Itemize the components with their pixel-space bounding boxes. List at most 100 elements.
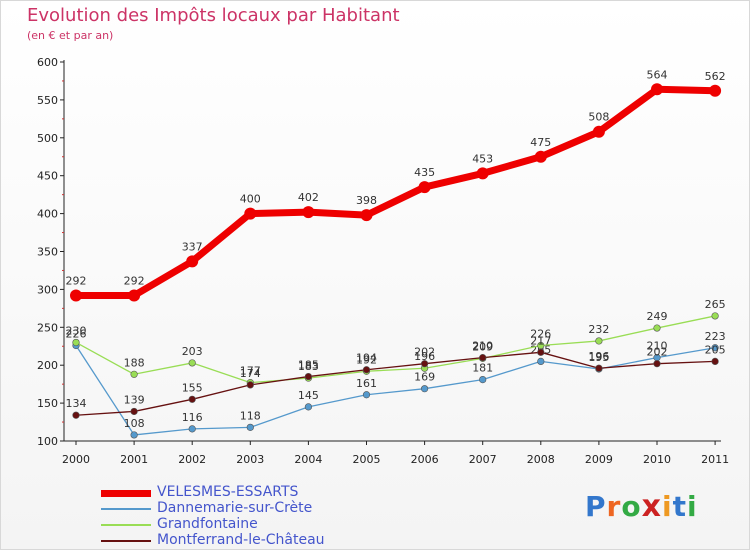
data-label-3: 196 bbox=[588, 350, 609, 363]
data-label-3: 134 bbox=[66, 397, 87, 410]
series-line-0 bbox=[76, 85, 716, 299]
y-tick-label: 300 bbox=[37, 283, 58, 296]
data-label-1: 118 bbox=[240, 409, 261, 422]
data-label-0: 337 bbox=[182, 240, 203, 253]
data-point-3 bbox=[711, 357, 719, 366]
x-tick-label: 2007 bbox=[469, 453, 497, 466]
data-label-2: 265 bbox=[705, 298, 726, 311]
logo-letter: i bbox=[686, 490, 698, 523]
data-label-0: 508 bbox=[588, 111, 609, 124]
data-label-1: 145 bbox=[298, 389, 319, 402]
data-label-1: 169 bbox=[414, 371, 435, 384]
data-label-2: 183 bbox=[298, 360, 319, 373]
data-label-2: 188 bbox=[124, 356, 145, 369]
legend-swatch bbox=[101, 524, 151, 526]
data-point-2 bbox=[72, 338, 80, 347]
data-label-2: 192 bbox=[356, 353, 377, 366]
series-line-1 bbox=[75, 345, 716, 436]
data-label-1: 161 bbox=[356, 377, 377, 390]
data-label-3: 139 bbox=[124, 393, 145, 406]
x-tick-label: 2002 bbox=[178, 453, 206, 466]
y-tick-label: 550 bbox=[37, 94, 58, 107]
data-point-0 bbox=[534, 150, 547, 163]
data-point-0 bbox=[128, 289, 141, 302]
data-label-0: 453 bbox=[472, 152, 493, 165]
data-point-1 bbox=[130, 431, 138, 439]
data-label-1: 195 bbox=[588, 351, 609, 364]
data-label-3: 174 bbox=[240, 367, 261, 380]
data-point-3 bbox=[595, 364, 603, 372]
chart-title: Evolution des Impôts locaux par Habitant bbox=[27, 5, 400, 26]
data-label-3: 185 bbox=[298, 359, 319, 372]
data-point-2 bbox=[130, 370, 138, 378]
y-tick-label: 150 bbox=[37, 397, 58, 410]
data-point-0 bbox=[709, 84, 722, 97]
logo-letter: x bbox=[641, 489, 662, 524]
data-point-1 bbox=[537, 357, 545, 366]
data-label-0: 292 bbox=[124, 274, 145, 287]
data-point-3 bbox=[421, 360, 429, 368]
data-point-0 bbox=[302, 206, 315, 219]
chart-subtitle: (en € et par an) bbox=[27, 29, 114, 42]
data-label-2: 230 bbox=[66, 324, 87, 337]
data-label-0: 435 bbox=[414, 166, 435, 179]
data-point-2 bbox=[653, 324, 661, 332]
data-point-3 bbox=[653, 360, 661, 368]
proxiti-logo: Proxiti bbox=[585, 489, 698, 524]
data-label-3: 194 bbox=[356, 352, 377, 365]
data-point-0 bbox=[70, 289, 82, 302]
legend-label: Dannemarie-sur-Crète bbox=[157, 500, 313, 516]
data-point-1 bbox=[362, 391, 371, 399]
data-point-3 bbox=[537, 348, 545, 356]
logo-letter: t bbox=[672, 490, 687, 523]
x-tick-label: 2005 bbox=[353, 453, 381, 466]
legend-swatch bbox=[101, 489, 151, 497]
data-label-1: 116 bbox=[182, 411, 203, 424]
data-label-0: 564 bbox=[647, 68, 668, 81]
data-label-1: 181 bbox=[472, 362, 493, 375]
data-point-0 bbox=[476, 167, 489, 180]
data-label-0: 400 bbox=[240, 193, 261, 206]
logo-letter: r bbox=[606, 490, 622, 523]
data-label-3: 205 bbox=[705, 343, 726, 356]
data-point-1 bbox=[479, 376, 487, 384]
data-label-2: 226 bbox=[530, 327, 551, 340]
data-point-0 bbox=[418, 181, 431, 194]
x-tick-label: 2000 bbox=[62, 453, 90, 466]
y-tick-label: 500 bbox=[37, 132, 58, 145]
data-label-2: 209 bbox=[472, 340, 493, 353]
logo-letter: o bbox=[621, 490, 642, 523]
data-label-3: 210 bbox=[472, 340, 493, 353]
data-label-3: 202 bbox=[647, 346, 668, 359]
data-label-0: 402 bbox=[298, 191, 319, 204]
x-tick-label: 2003 bbox=[236, 453, 264, 466]
y-tick-label: 350 bbox=[37, 246, 58, 259]
data-label-2: 177 bbox=[240, 365, 261, 378]
data-point-1 bbox=[711, 344, 719, 352]
series-line-3 bbox=[75, 351, 716, 416]
data-point-0 bbox=[244, 207, 257, 220]
data-point-3 bbox=[246, 381, 254, 389]
data-label-3: 155 bbox=[182, 381, 203, 394]
x-tick-label: 2011 bbox=[701, 453, 729, 466]
data-point-3 bbox=[479, 354, 487, 362]
logo-letter: P bbox=[585, 490, 607, 523]
data-point-3 bbox=[130, 407, 138, 416]
x-tick-label: 2004 bbox=[294, 453, 322, 466]
logo-letter: i bbox=[661, 490, 673, 523]
y-tick-label: 100 bbox=[37, 435, 58, 448]
data-label-1: 210 bbox=[647, 340, 668, 353]
data-point-2 bbox=[595, 337, 603, 345]
x-tick-label: 2010 bbox=[643, 453, 671, 466]
data-point-1 bbox=[304, 403, 313, 411]
data-point-0 bbox=[651, 83, 663, 96]
y-tick-label: 600 bbox=[37, 56, 58, 69]
data-label-2: 232 bbox=[588, 323, 609, 336]
data-label-2: 196 bbox=[414, 350, 435, 363]
data-label-1: 108 bbox=[124, 417, 145, 430]
data-label-0: 292 bbox=[66, 274, 87, 287]
y-tick-label: 450 bbox=[37, 170, 58, 183]
legend-swatch bbox=[101, 508, 151, 510]
